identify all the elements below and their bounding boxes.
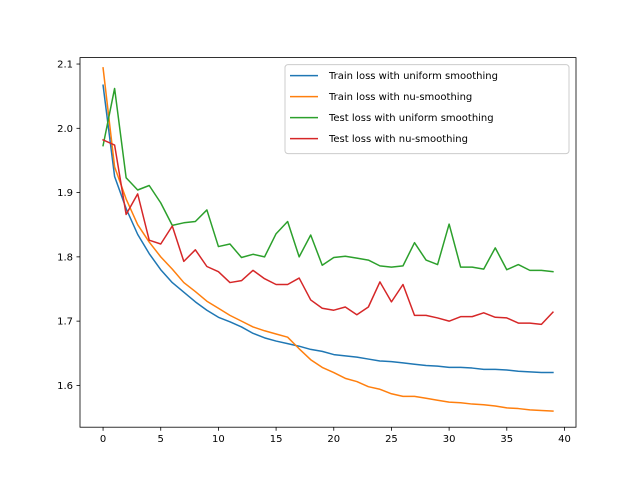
legend-box [284,64,570,155]
series-line-3 [102,87,554,273]
series-line-1 [102,84,554,374]
legend-label-4: Test loss with nu-smoothing [328,134,468,145]
y-tick-label: 1.7 [57,317,73,328]
x-tick-label: 0 [100,434,106,445]
y-tick-label: 2.1 [57,60,73,71]
x-tick-label: 15 [270,434,283,445]
x-tick-label: 25 [385,434,398,445]
y-tick-label: 1.9 [57,188,73,199]
series-line-2 [102,67,554,412]
y-tick-label: 1.6 [57,381,73,392]
x-tick-label: 40 [558,434,571,445]
axes-layer: 0 5 10 15 20 25 30 35 40 1.6 1.7 1.8 1.9 2.0 2.1 [57,57,577,445]
x-tick-label: 30 [443,434,456,445]
x-tick-label: 20 [327,434,340,445]
series-line-4 [102,138,554,326]
x-tick-label: 5 [158,434,164,445]
legend: Train loss with uniform smoothing Train l… [284,64,570,155]
y-tick-label: 2.0 [57,124,73,135]
x-tick-label: 10 [212,434,225,445]
x-tick-label: 35 [500,434,513,445]
legend-label-3: Test loss with uniform smoothing [328,113,494,124]
legend-label-2: Train loss with nu-smoothing [328,92,472,103]
y-tick-label: 1.8 [57,252,73,263]
series-layer [102,67,554,412]
axes-frame [79,57,577,428]
legend-label-1: Train loss with uniform smoothing [328,71,498,82]
